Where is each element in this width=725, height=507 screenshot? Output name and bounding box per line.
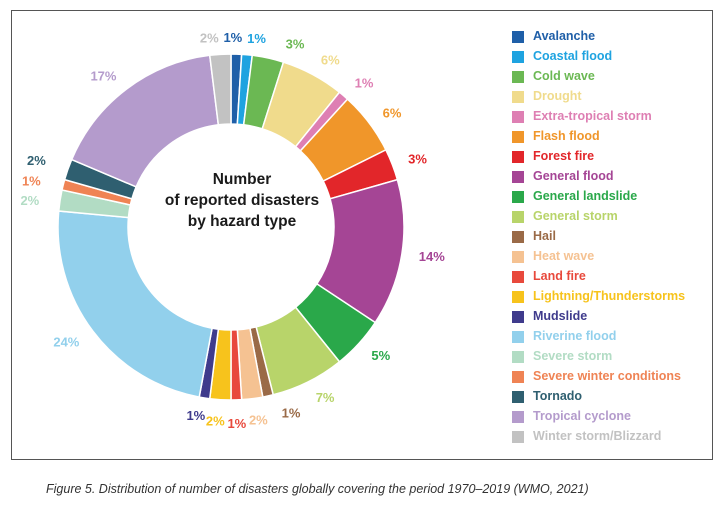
legend-label: General storm	[533, 209, 618, 223]
slice-label-17: 2%	[20, 193, 39, 208]
slice-label-16: 24%	[53, 335, 79, 350]
slice-label-21: 2%	[200, 30, 219, 45]
legend-swatch	[512, 371, 524, 383]
slice-label-4: 6%	[321, 53, 340, 68]
donut-chart: 1% 1% 3%6%1%6%3%14%5%7%1%2%1%2%1%24%2%1%2%…	[20, 30, 445, 431]
legend-label: Tropical cyclone	[533, 409, 631, 423]
legend-label: Severe storm	[533, 349, 613, 363]
chart-frame: 1% 1% 3% 6% 1% 6% 3% 14% 5% 7% 1% 2% 1% 2% 1% 24% 2% 1% 2%…	[11, 10, 713, 460]
slice-label-3: 3%	[286, 36, 305, 51]
legend-label: Severe winter conditions	[533, 369, 681, 383]
slice-label-7: 3%	[408, 151, 427, 166]
donut-slice-21	[208, 53, 232, 126]
legend-swatch	[512, 431, 524, 443]
chart-title-line-3: by hazard type	[187, 213, 297, 230]
legend-label: Tornado	[533, 389, 583, 403]
legend-label: Lightning/Thunderstorms	[533, 289, 686, 303]
legend-label: Coastal flood	[533, 49, 613, 63]
legend-swatch	[512, 351, 524, 363]
slice-label-19: 2%	[27, 153, 46, 168]
legend-label: Heat wave	[533, 249, 595, 263]
slice-label-10: 7%	[316, 390, 335, 405]
slice-label-15: 1%	[186, 408, 205, 423]
legend-swatch	[512, 31, 524, 43]
legend-swatch	[512, 151, 524, 163]
slice-label-13: 1%	[227, 416, 246, 431]
legend-label: Land fire	[533, 269, 586, 283]
slice-label-12: 2%	[249, 413, 268, 428]
slice-label-20: 17%	[90, 68, 116, 83]
legend-label: General flood	[533, 169, 614, 183]
legend-swatch	[512, 411, 524, 423]
legend-label: Forest fire	[533, 149, 595, 163]
legend-swatch	[512, 191, 524, 203]
legend-label: Flash flood	[533, 129, 600, 143]
chart-title-line-2: of reported disasters	[164, 192, 320, 209]
legend-swatch	[512, 131, 524, 143]
legend-swatch	[512, 111, 524, 123]
legend-swatch	[512, 51, 524, 63]
slice-label-8: 14%	[419, 249, 445, 264]
legend-label: Winter storm/Blizzard	[533, 429, 662, 443]
legend-swatch	[512, 251, 524, 263]
donut-slice-16	[57, 210, 213, 398]
legend-swatch	[512, 311, 524, 323]
slice-label-14: 2%	[206, 414, 225, 429]
legend-label: Drought	[533, 89, 582, 103]
legend-swatch	[512, 91, 524, 103]
legend-swatch	[512, 391, 524, 403]
slice-label-2: 1%	[247, 31, 266, 46]
slice-label-18: 1%	[22, 174, 41, 189]
slice-label-5: 1%	[355, 76, 374, 91]
legend-label: General landslide	[533, 189, 638, 203]
legend-label: Cold wave	[533, 69, 595, 83]
legend-label: Hail	[533, 229, 556, 243]
legend-swatch	[512, 271, 524, 283]
legend-label: Mudslide	[533, 309, 588, 323]
legend-label: Riverine flood	[533, 329, 617, 343]
figure-caption: Figure 5. Distribution of number of disa…	[46, 482, 589, 496]
legend-swatch	[512, 71, 524, 83]
slice-label-11: 1%	[282, 406, 301, 421]
slice-label-1: 1%	[223, 30, 242, 45]
legend-label: Extra-tropical storm	[533, 109, 652, 123]
legend-swatch	[512, 211, 524, 223]
slice-label-9: 5%	[371, 348, 390, 363]
legend-swatch	[512, 331, 524, 343]
slice-label-6: 6%	[383, 105, 402, 120]
legend-swatch	[512, 291, 524, 303]
legend-swatch	[512, 171, 524, 183]
chart-title-line-1: Number	[212, 171, 272, 188]
legend-label: Avalanche	[533, 29, 596, 43]
chart-center-title: Number of reported disasters by hazard t…	[142, 169, 342, 232]
legend-swatch	[512, 231, 524, 243]
